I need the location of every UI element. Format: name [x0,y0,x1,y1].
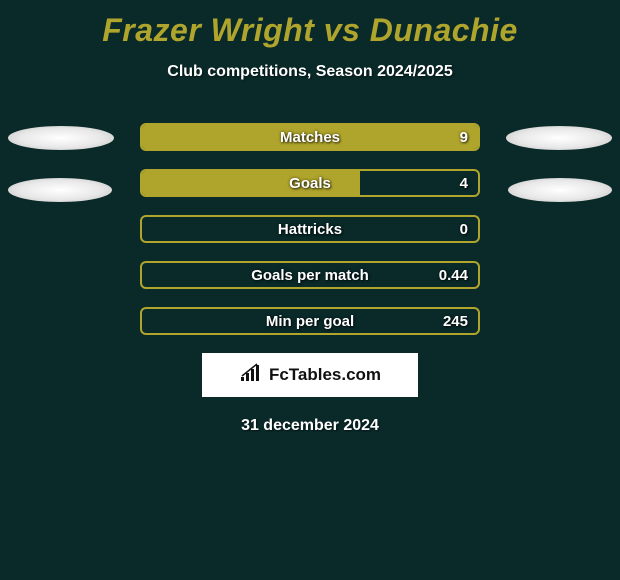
stat-bar: Hattricks0 [140,215,480,243]
subtitle: Club competitions, Season 2024/2025 [0,63,620,81]
stats-panel: Matches9Goals4Hattricks0Goals per match0… [0,123,620,335]
stat-row: Min per goal245 [0,307,620,335]
decorative-ellipse [8,126,114,150]
stat-bar: Goals4 [140,169,480,197]
date-line: 31 december 2024 [0,417,620,435]
page-title: Frazer Wright vs Dunachie [0,0,620,49]
stat-label: Goals per match [142,267,478,284]
stat-row: Hattricks0 [0,215,620,243]
stat-bar: Min per goal245 [140,307,480,335]
stat-bar: Matches9 [140,123,480,151]
stat-bar: Goals per match0.44 [140,261,480,289]
stat-value: 0 [460,221,468,238]
stat-label: Hattricks [142,221,478,238]
brand-box: FcTables.com [202,353,418,397]
stat-row: Goals per match0.44 [0,261,620,289]
stat-bar-fill [142,125,478,149]
decorative-ellipse [506,126,612,150]
stat-value: 245 [443,313,468,330]
stat-value: 0.44 [439,267,468,284]
stat-bar-fill [142,171,360,195]
decorative-ellipse [8,178,112,202]
chart-icon [239,363,263,388]
stat-value: 4 [460,175,468,192]
decorative-ellipse [508,178,612,202]
stat-label: Min per goal [142,313,478,330]
brand-text: FcTables.com [269,365,381,385]
